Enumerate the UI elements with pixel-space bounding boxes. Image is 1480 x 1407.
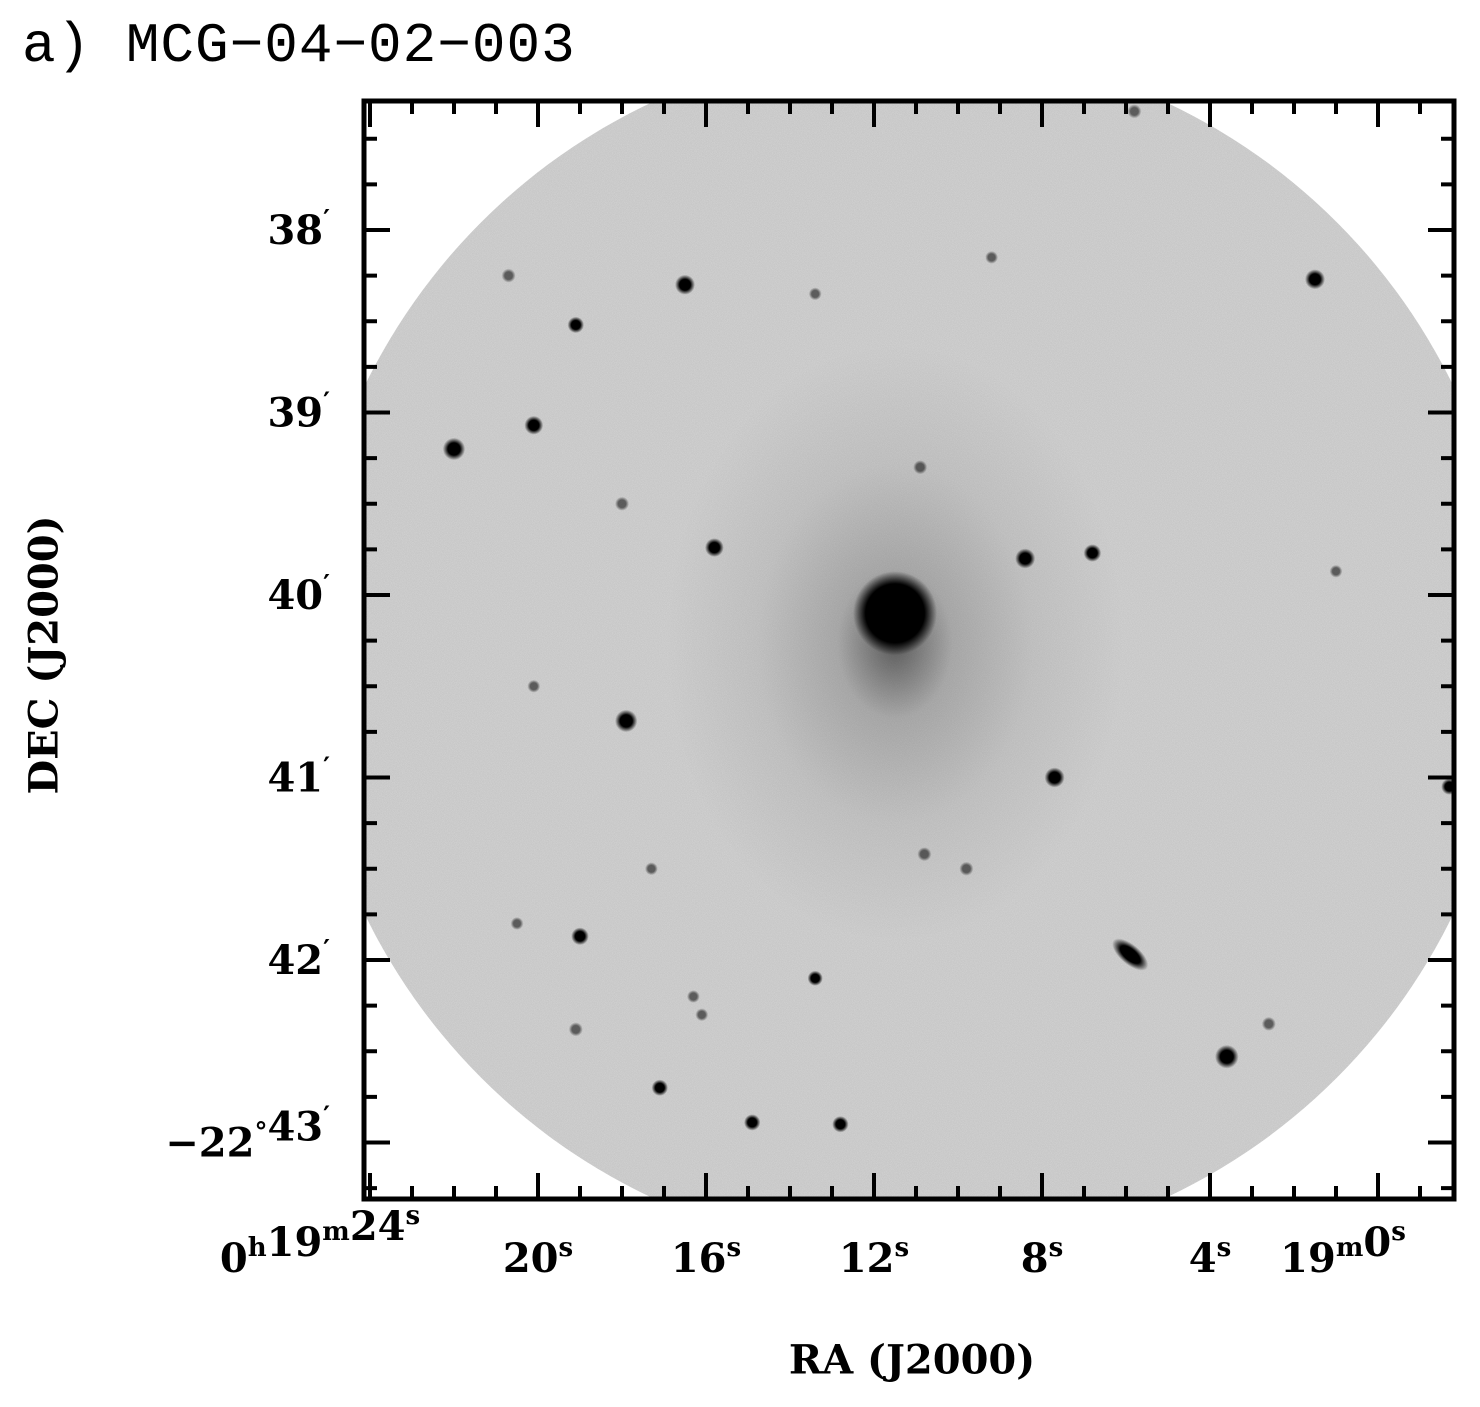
field-star (510, 917, 524, 930)
x-tick-label: 4s (1189, 1233, 1231, 1282)
y-tick-labels: 38′ 39′ 40′ 41′ 42′ −22°43′ (165, 205, 330, 1167)
field-star (568, 1022, 583, 1037)
field-star (1329, 564, 1343, 578)
field-star (695, 1008, 709, 1022)
panel-title: a) MCG−04−02−003 (22, 14, 576, 78)
y-tick-label: −22°43′ (165, 1102, 330, 1167)
field-star (1215, 1044, 1239, 1069)
field-star (615, 709, 638, 733)
y-tick-label: 42′ (267, 935, 330, 984)
field-star (913, 460, 928, 475)
x-tick-label: 20s (503, 1233, 573, 1282)
field-star (705, 538, 724, 557)
x-tick-label: 12s (839, 1233, 909, 1282)
field-star (571, 927, 589, 946)
x-tick-label: 8s (1021, 1233, 1063, 1282)
x-tick-label: 16s (671, 1233, 741, 1282)
x-tick-label: 19m0s (1280, 1217, 1406, 1282)
plot-frame (361, 98, 1457, 1202)
field-star (1044, 767, 1065, 788)
field-star (675, 274, 695, 295)
y-tick-label: 40′ (267, 570, 330, 619)
x-tick-labels: 0h19m24s 20s 16s 12s 8s 4s 19m0s (220, 1201, 1406, 1282)
field-star (501, 268, 516, 283)
field-star (832, 1116, 849, 1133)
field-star (807, 970, 823, 986)
x-tick-label: 0h19m24s (220, 1201, 420, 1282)
field-star (985, 250, 998, 264)
field-star (615, 496, 629, 511)
field-star (1015, 548, 1036, 569)
axis-ticks (364, 101, 1454, 1199)
field-star (1127, 104, 1142, 119)
y-tick-label: 38′ (267, 205, 330, 254)
elongated-galaxy (1112, 938, 1149, 971)
field-star (1261, 1016, 1276, 1031)
field-star (651, 1079, 668, 1096)
field-star (917, 847, 932, 862)
field-star (524, 415, 544, 435)
field-star (645, 862, 658, 876)
field-star (527, 679, 541, 693)
field-star (744, 1114, 761, 1131)
field-star (1224, 122, 1238, 137)
field-star (687, 990, 700, 1003)
y-tick-label: 41′ (267, 753, 330, 802)
sky-field (364, 101, 1454, 1199)
target-galaxy-core (853, 571, 937, 656)
field-star (959, 861, 974, 876)
y-tick-label: 39′ (267, 388, 330, 437)
x-axis-title: RA (J2000) (788, 1336, 1036, 1384)
field-star (567, 316, 584, 334)
field-star (442, 437, 466, 461)
field-star (808, 287, 822, 301)
field-star (1083, 544, 1102, 562)
y-axis-title: DEC (J2000) (20, 515, 68, 795)
field-star (1305, 269, 1325, 290)
